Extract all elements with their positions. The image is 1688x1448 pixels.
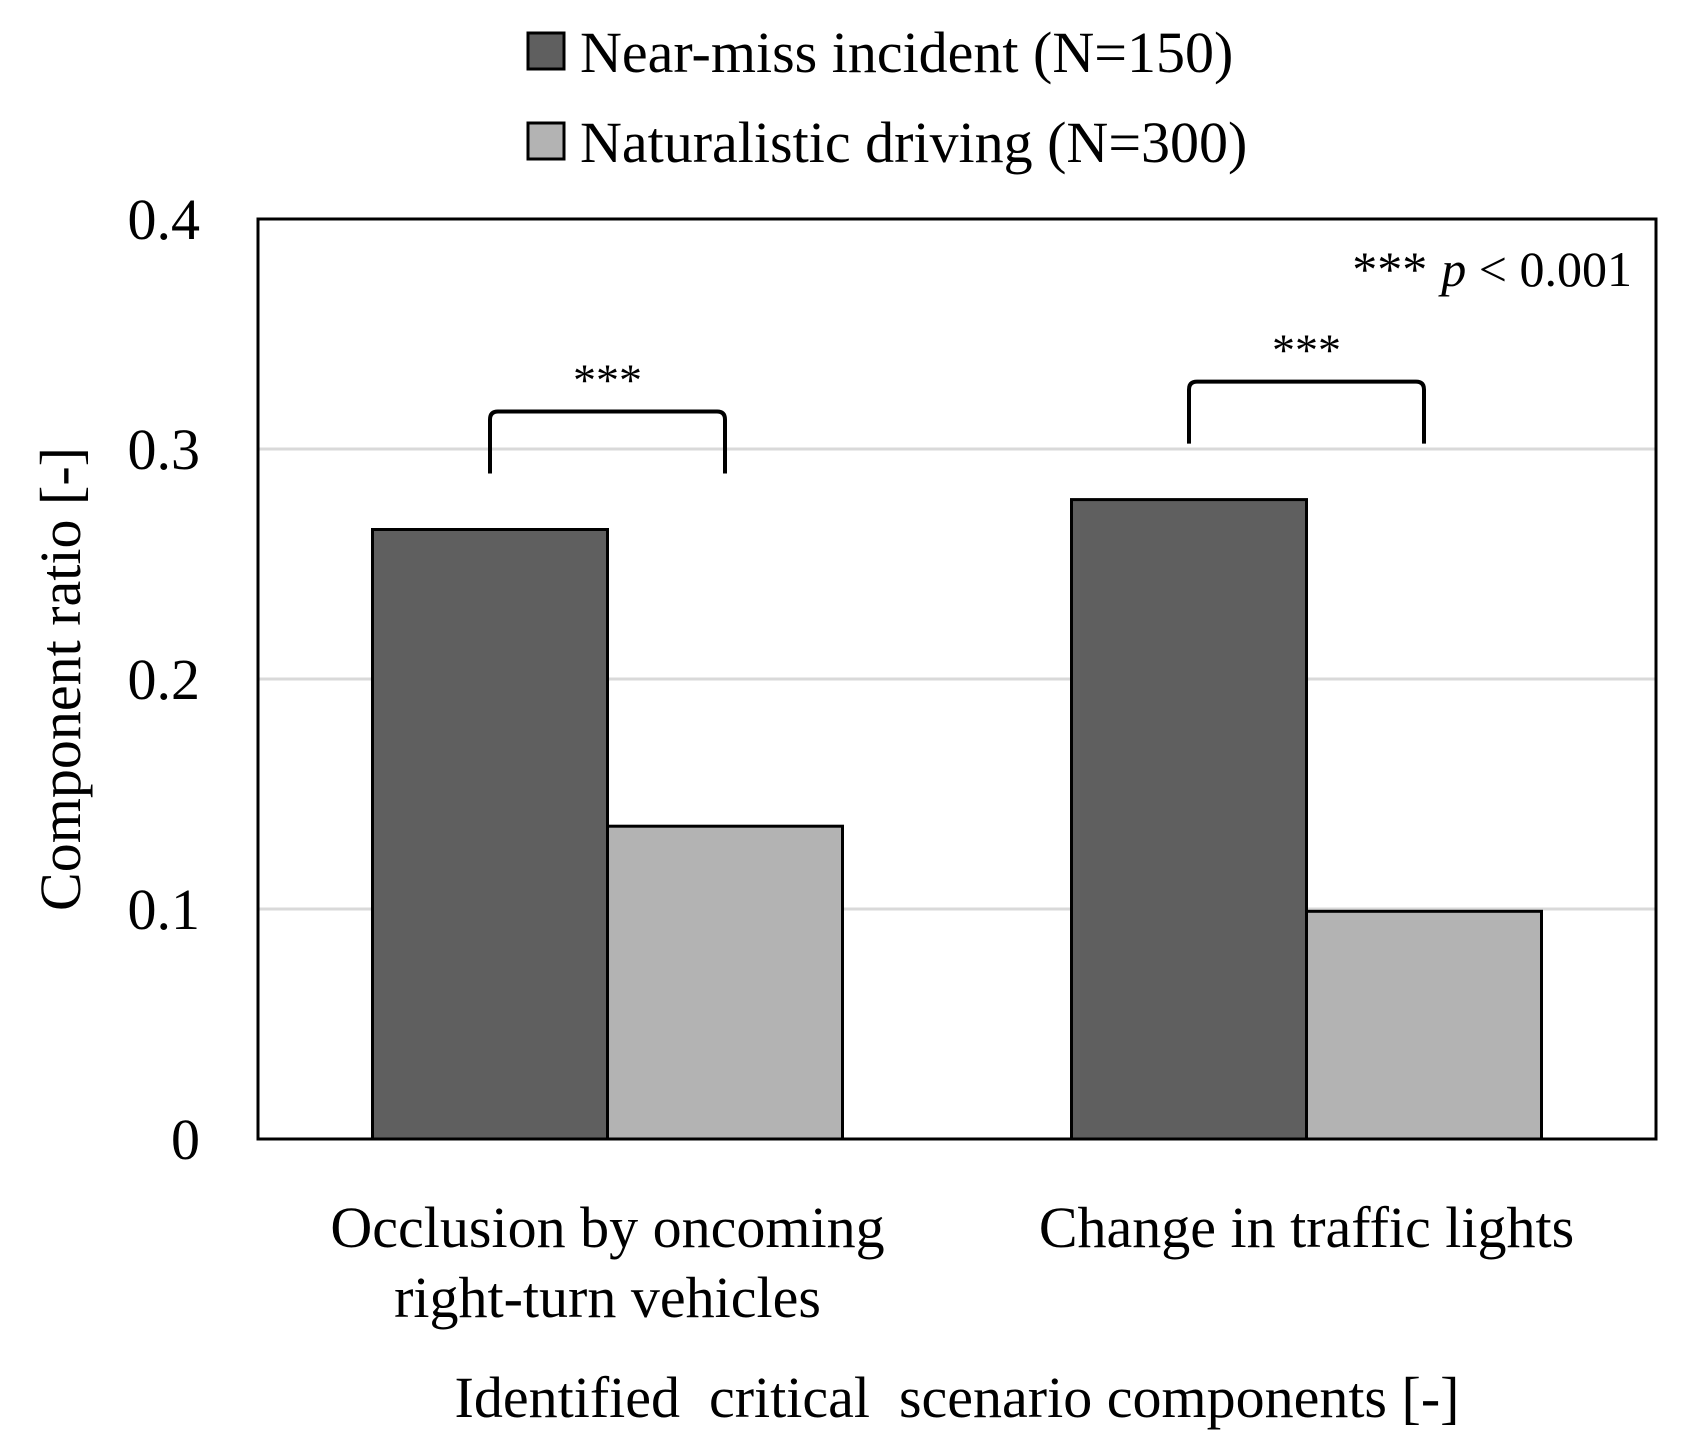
p-value-symbol: p: [1438, 241, 1466, 297]
p-value-stars: ***: [1352, 241, 1427, 297]
x-axis-ticks: Occlusion by oncoming right-turn vehicles…: [330, 1195, 1574, 1330]
legend-swatch-near-miss: [526, 31, 566, 71]
bars: [371, 498, 1543, 1141]
significance-bracket: [1187, 379, 1426, 444]
y-tick-label: 0: [171, 1107, 200, 1172]
legend-label-near-miss: Near-miss incident (N=150): [580, 20, 1233, 85]
y-tick-label: 0.1: [128, 877, 201, 942]
y-axis-title: Component ratio [-]: [28, 447, 93, 911]
p-value-rest: < 0.001: [1466, 241, 1632, 297]
bar: [1070, 498, 1308, 1141]
y-axis-ticks: 0 0.1 0.2 0.3 0.4: [128, 187, 201, 1172]
plot-frame: [256, 217, 1658, 1141]
bar: [606, 824, 844, 1141]
x-axis-title: Identified critical scenario components …: [455, 1365, 1460, 1430]
x-tick-label-line: Change in traffic lights: [1039, 1195, 1574, 1260]
legend-swatch-naturalistic: [526, 121, 566, 161]
significance-brackets: *** ***: [488, 325, 1426, 474]
x-tick-label-line: Occlusion by oncoming: [330, 1195, 884, 1260]
significance-bracket: [488, 409, 727, 474]
x-tick-label: Occlusion by oncoming right-turn vehicles: [330, 1195, 884, 1330]
y-tick-label: 0.4: [128, 187, 201, 252]
y-tick-label: 0.2: [128, 647, 201, 712]
significance-label: ***: [1272, 325, 1341, 376]
x-tick-label-line: right-turn vehicles: [394, 1265, 821, 1330]
bar: [1305, 909, 1543, 1141]
p-value-annotation: *** p < 0.001: [1352, 241, 1632, 297]
bar: [371, 528, 609, 1141]
x-tick-label: Change in traffic lights: [1039, 1195, 1574, 1260]
legend-label-naturalistic: Naturalistic driving (N=300): [580, 110, 1247, 175]
significance-label: ***: [573, 355, 642, 406]
legend: Near-miss incident (N=150) Naturalistic …: [526, 20, 1247, 175]
y-tick-label: 0.3: [128, 417, 201, 482]
